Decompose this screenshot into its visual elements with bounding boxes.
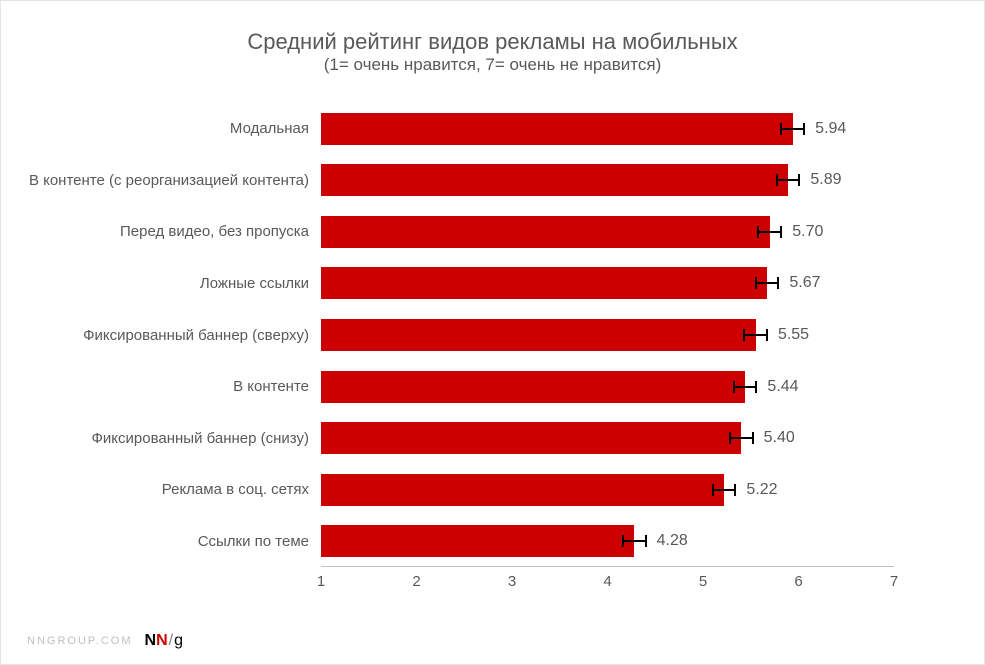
error-cap-right <box>734 484 736 496</box>
logo-n2: N <box>156 632 168 650</box>
bar-label: Реклама в соц. сетях <box>162 481 321 498</box>
error-cap-right <box>755 381 757 393</box>
x-tick: 4 <box>603 573 611 590</box>
bar-row: Фиксированный баннер (снизу)5.40 <box>321 422 894 454</box>
bar <box>321 474 724 506</box>
error-cap-left <box>757 226 759 238</box>
bar <box>321 371 745 403</box>
bar-row: В контенте5.44 <box>321 371 894 403</box>
bar <box>321 525 634 557</box>
bar-row: Реклама в соц. сетях5.22 <box>321 474 894 506</box>
bar-label: Модальная <box>230 120 321 137</box>
error-cap-left <box>776 174 778 186</box>
bar-label: Перед видео, без пропуска <box>120 223 321 240</box>
error-cap-left <box>755 277 757 289</box>
x-tick: 3 <box>508 573 516 590</box>
x-tick: 7 <box>890 573 898 590</box>
value-label: 4.28 <box>657 532 688 550</box>
bar <box>321 164 788 196</box>
x-tick: 1 <box>317 573 325 590</box>
error-cap-left <box>743 329 745 341</box>
value-label: 5.40 <box>764 429 795 447</box>
bar <box>321 216 770 248</box>
error-cap-right <box>798 174 800 186</box>
bar <box>321 113 793 145</box>
error-cap-right <box>777 277 779 289</box>
title-block: Средний рейтинг видов рекламы на мобильн… <box>31 29 954 75</box>
bar-label: Ложные ссылки <box>200 275 321 292</box>
bar-label: Фиксированный баннер (снизу) <box>92 430 322 447</box>
bar-row: В контенте (с реорганизацией контента)5.… <box>321 164 894 196</box>
error-bar <box>729 437 754 439</box>
bar-row: Ссылки по теме4.28 <box>321 525 894 557</box>
bar <box>321 319 756 351</box>
value-label: 5.67 <box>789 274 820 292</box>
error-bar <box>776 179 801 181</box>
bar-row: Фиксированный баннер (сверху)5.55 <box>321 319 894 351</box>
value-label: 5.94 <box>815 120 846 138</box>
bar-label: Ссылки по теме <box>198 533 321 550</box>
bar-row: Модальная5.94 <box>321 113 894 145</box>
chart-title: Средний рейтинг видов рекламы на мобильн… <box>31 29 954 55</box>
value-label: 5.70 <box>792 223 823 241</box>
error-bar <box>712 489 737 491</box>
value-label: 5.22 <box>746 481 777 499</box>
footer-url: NNGROUP.COM <box>27 635 133 647</box>
error-cap-right <box>645 535 647 547</box>
error-cap-left <box>622 535 624 547</box>
bar-row: Перед видео, без пропуска5.70 <box>321 216 894 248</box>
error-bar <box>743 334 768 336</box>
error-bar <box>733 386 758 388</box>
error-cap-left <box>780 123 782 135</box>
error-cap-right <box>766 329 768 341</box>
error-bar <box>757 231 782 233</box>
x-tick: 5 <box>699 573 707 590</box>
plot-area: 1234567 Модальная5.94 В контенте (с реорг… <box>321 103 894 593</box>
logo-slash: / <box>169 632 173 650</box>
error-cap-right <box>752 432 754 444</box>
value-label: 5.89 <box>810 171 841 189</box>
logo-n1: N <box>145 632 157 650</box>
bar <box>321 267 767 299</box>
error-bar <box>622 540 647 542</box>
error-cap-left <box>733 381 735 393</box>
footer: NNGROUP.COM N N / g <box>27 632 183 650</box>
bar-label: В контенте <box>233 378 321 395</box>
bar <box>321 422 741 454</box>
x-tick: 6 <box>794 573 802 590</box>
error-cap-left <box>729 432 731 444</box>
value-label: 5.55 <box>778 326 809 344</box>
error-cap-right <box>803 123 805 135</box>
nng-logo: N N / g <box>145 632 183 650</box>
error-bar <box>780 128 805 130</box>
logo-g: g <box>174 632 183 650</box>
chart-container: Средний рейтинг видов рекламы на мобильн… <box>1 1 984 664</box>
x-tick: 2 <box>412 573 420 590</box>
bar-row: Ложные ссылки5.67 <box>321 267 894 299</box>
bar-label: В контенте (с реорганизацией контента) <box>29 172 321 189</box>
chart-subtitle: (1= очень нравится, 7= очень не нравится… <box>31 55 954 75</box>
bar-label: Фиксированный баннер (сверху) <box>83 327 321 344</box>
error-cap-right <box>780 226 782 238</box>
error-cap-left <box>712 484 714 496</box>
value-label: 5.44 <box>767 378 798 396</box>
error-bar <box>755 282 780 284</box>
x-axis: 1234567 <box>321 566 894 567</box>
